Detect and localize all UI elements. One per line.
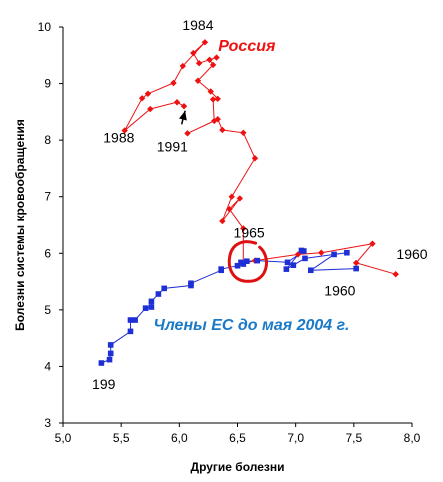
data-point-russia [213,54,220,61]
year-annotation: 1984 [182,17,213,33]
data-point-russia [214,95,221,103]
data-point-russia [236,195,244,202]
data-point-russia [180,103,188,110]
data-point-eu [106,356,113,363]
data-point-russia [392,271,399,278]
x-tick-label: 7,5 [345,431,362,445]
data-point-eu [290,262,297,268]
series-name-label: Россия [218,38,276,55]
data-point-eu [283,266,290,272]
axis-ticks: 5,0 5,5 6,0 6,5 7,0 7,5 8,0 3 4 5 6 7 8 9 10 [38,20,421,445]
data-point-eu [155,291,162,297]
data-point-eu [161,285,168,292]
data-point-eu [148,304,155,310]
data-point-russia [170,79,177,87]
overlay-marks [179,110,268,283]
data-point-eu [234,262,241,269]
data-point-eu [254,257,261,264]
y-axis-title: Болезни системы кровообращения [13,119,27,331]
data-point-russia [209,96,217,103]
data-point-eu [127,317,134,323]
data-point-eu [188,282,194,289]
data-point-russia [251,155,259,162]
data-point-russia [209,61,217,69]
data-point-russia [219,126,226,134]
y-tick-label: 10 [38,20,52,34]
year-annotation: 1960 [324,283,355,299]
data-point-eu [284,259,291,266]
data-point-eu [301,248,307,254]
x-tick-label: 8,0 [404,431,421,445]
data-point-russia [369,240,376,247]
data-point-russia [207,88,214,95]
data-point-eu [302,255,308,262]
data-point-russia [138,95,146,102]
data-point-russia [318,249,325,256]
data-point-eu [344,249,350,256]
data-point-russia [173,99,181,106]
y-tick-label: 4 [44,359,51,373]
data-point-russia [194,77,202,84]
series-lines [101,41,396,364]
data-point-russia [206,56,213,64]
y-tick-label: 6 [44,246,51,260]
series-name-label: Члены ЕС до мая 2004 г. [153,317,349,334]
data-point-eu [331,251,337,258]
data-point-russia [190,49,197,57]
year-annotation: 1991 [157,138,188,154]
y-tick-label: 7 [44,190,51,204]
x-tick-label: 5,5 [113,431,130,445]
x-tick-label: 7,0 [287,431,304,445]
data-point-eu [218,267,225,274]
year-annotation: 1988 [103,129,134,145]
x-tick-label: 6,5 [229,431,246,445]
data-point-eu [307,267,314,274]
data-point-russia [179,62,187,70]
data-point-russia [195,60,203,67]
data-point-eu [353,265,359,272]
data-point-russia [144,90,152,97]
x-tick-label: 5,0 [55,431,72,445]
data-point-eu [127,328,134,335]
data-point-eu [107,350,114,357]
annotations: 1984 1988 1991 1965 1960 1960 199 Россия Члены Е… [92,17,428,392]
data-point-russia [219,217,226,225]
highlight-circle [227,240,268,283]
data-point-russia [184,130,191,137]
data-point-russia [228,193,235,200]
data-point-russia [201,39,209,46]
data-point-eu [244,258,250,265]
y-tick-label: 3 [44,416,51,430]
data-point-eu [98,360,105,366]
data-point-eu [142,305,149,311]
data-point-eu [148,298,155,305]
y-tick-label: 9 [44,77,51,91]
year-annotation: 1965 [234,224,265,240]
data-point-russia [147,105,154,113]
data-point-russia [352,259,360,267]
data-point-eu [132,317,138,323]
x-axis-title: Другие болезни [191,460,285,474]
data-point-russia [240,225,247,232]
x-tick-label: 6,0 [171,431,188,445]
series-markers [98,39,399,366]
year-annotation: 1960 [396,246,427,262]
data-point-russia [226,205,233,213]
data-point-russia [240,129,247,136]
data-point-russia [211,117,218,125]
y-tick-label: 8 [44,133,51,147]
y-tick-label: 5 [44,303,51,317]
year-annotation: 199 [92,376,116,392]
annotation-arrow-head [179,110,187,121]
data-point-russia [121,127,128,134]
data-point-eu [107,342,114,348]
data-point-eu [240,261,247,267]
